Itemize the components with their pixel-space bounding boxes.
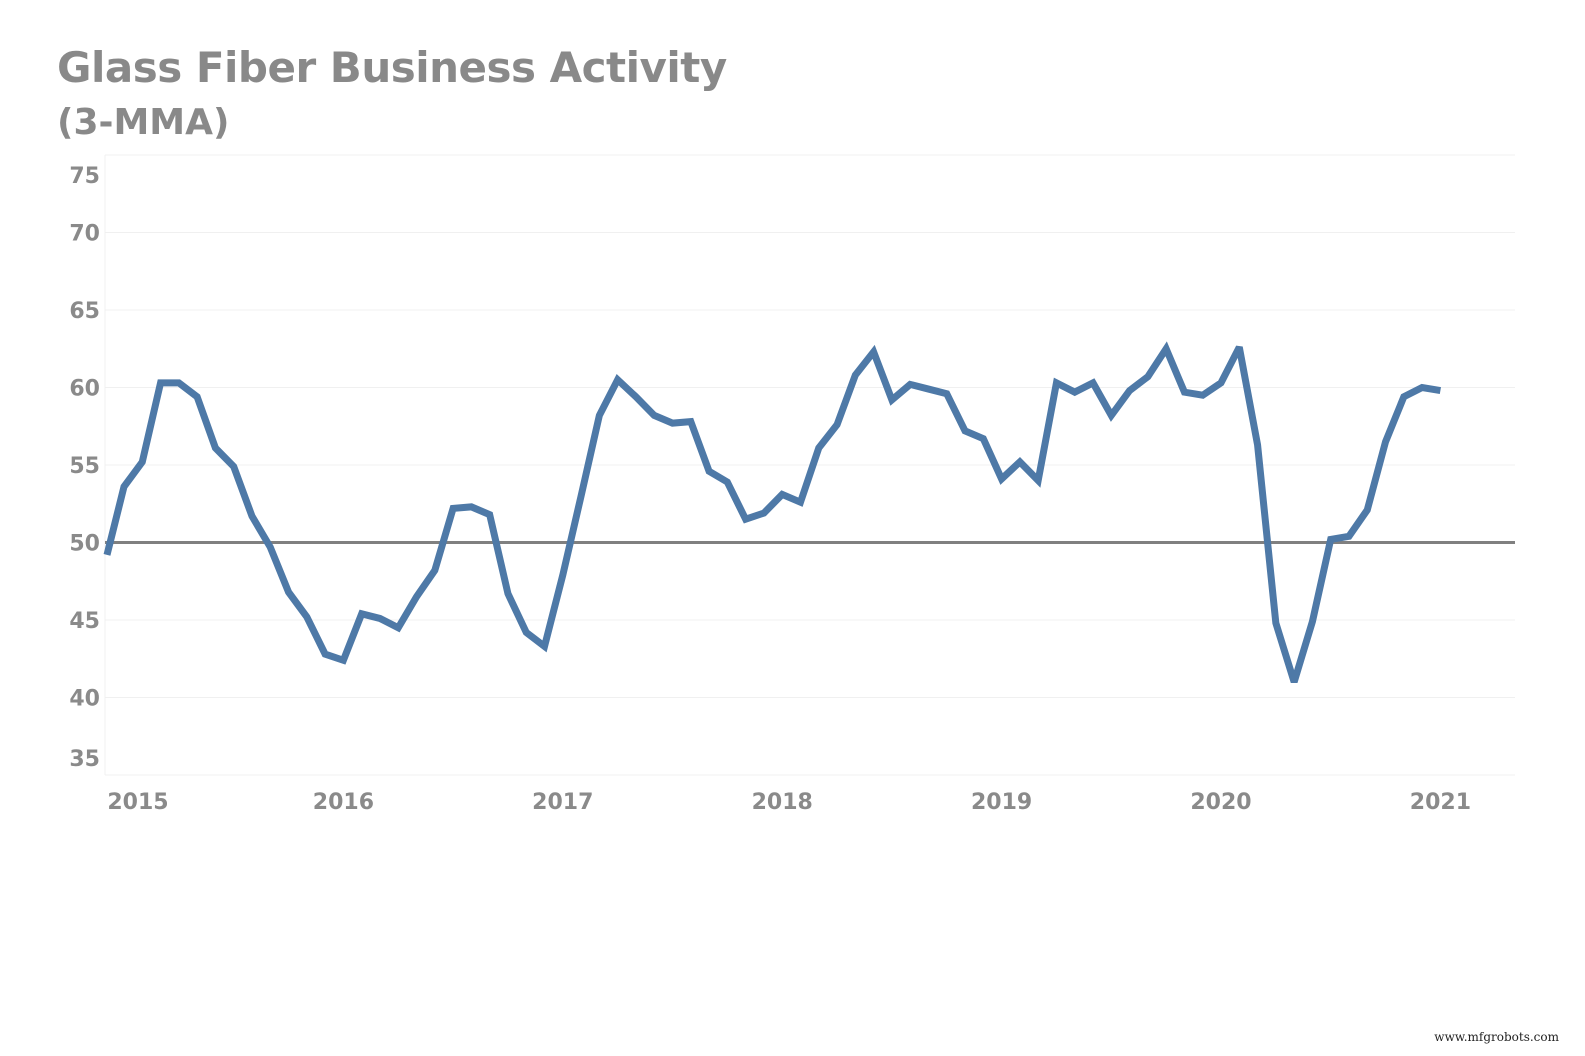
y-tick-label: 75 (69, 164, 100, 189)
x-tick-label: 2021 (1410, 790, 1471, 815)
x-tick-label: 2016 (313, 790, 374, 815)
y-tick-label: 45 (69, 609, 100, 634)
x-tick-label: 2020 (1190, 790, 1251, 815)
x-tick-label: 2018 (752, 790, 813, 815)
y-tick-label: 55 (69, 454, 100, 479)
y-tick-label: 40 (69, 687, 100, 712)
x-tick-label: 2017 (532, 790, 593, 815)
y-tick-label: 65 (69, 299, 100, 324)
y-tick-label: 70 (69, 222, 100, 247)
y-tick-label: 35 (69, 747, 100, 772)
chart-title: Glass Fiber Business Activity (57, 43, 727, 92)
x-tick-label: 2019 (971, 790, 1032, 815)
watermark: www.mfgrobots.com (1434, 1030, 1559, 1044)
data-line (103, 341, 1441, 684)
y-tick-label: 60 (69, 377, 100, 402)
y-tick-label: 50 (69, 532, 100, 557)
x-tick-label: 2015 (107, 790, 168, 815)
chart-subtitle: (3-MMA) (57, 102, 230, 143)
